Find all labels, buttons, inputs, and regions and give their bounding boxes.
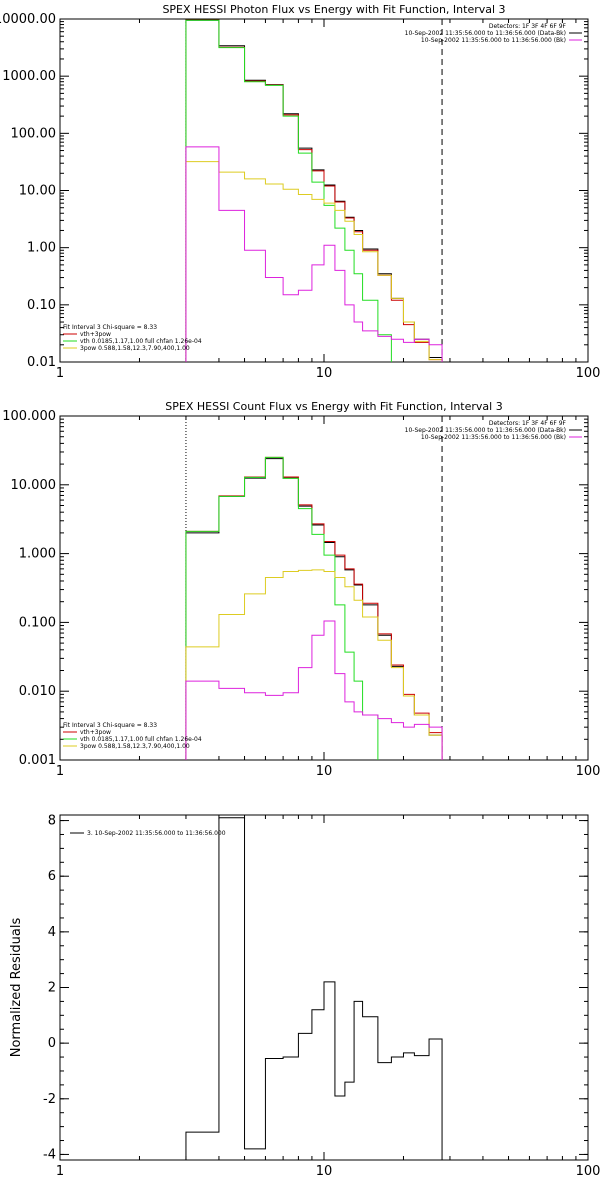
x-tick-label: 1: [56, 366, 64, 381]
y-tick-label: 4: [48, 925, 56, 940]
y-tick-label: 0.001: [19, 753, 56, 768]
series-3pow: [185, 161, 443, 362]
plot-3: 1 10 100 8 6 4 2 0 -2 -4 Normalized Residuals 3. 10…: [9, 814, 600, 1179]
residuals-series: [185, 817, 443, 1160]
y-tick-label: 6: [48, 869, 56, 884]
legend-bottom-left-item: Fit Interval 3 Chi-square = 8.33: [63, 722, 157, 729]
x-tick-label: 10: [316, 1164, 333, 1179]
series-vth: [185, 456, 379, 760]
legend-bottom-left: Fit Interval 3 Chi-square = 8.33vth+3pow…: [63, 722, 202, 750]
y-tick-label: 1000.00: [2, 69, 56, 84]
x-tick-label: 10: [316, 764, 333, 779]
series-3pow: [185, 569, 443, 760]
y-tick-label: 8: [48, 814, 56, 829]
y-tick-label: 10.000: [11, 478, 57, 493]
y-tick-label: 0.100: [19, 615, 56, 630]
x-tick-label: 100: [576, 1164, 600, 1179]
x-tick-label: 10: [316, 366, 333, 381]
legend-bottom-left-item: 3pow 0.588,1.58,12.3,7.90,400,1.00: [80, 743, 190, 750]
chart-title: SPEX HESSI Count Flux vs Energy with Fit…: [165, 400, 502, 413]
legend-bottom-left-item: 3pow 0.588,1.58,12.3,7.90,400,1.00: [80, 345, 190, 352]
legend-bottom-left-item: vth+3pow: [80, 729, 111, 736]
y-tick-label: 0.01: [27, 355, 56, 370]
plot-2: SPEX HESSI Count Flux vs Energy with Fit…: [2, 400, 600, 779]
legend-top-right-item: 10-Sep-2002 11:35:56.000 to 11:36:56.000…: [405, 30, 566, 37]
y-axis-label: Normalized Residuals: [9, 918, 24, 1058]
plot-area: [185, 19, 443, 362]
legend-top-right-item: Detectors: 1F 3F 4F 6F 9F: [489, 23, 567, 30]
series-vth: [185, 19, 392, 362]
y-tick-label: 100.000: [2, 409, 56, 424]
plot-1: SPEX HESSI Photon Flux vs Energy with Fi…: [0, 3, 600, 381]
chart-title: SPEX HESSI Photon Flux vs Energy with Fi…: [162, 3, 505, 16]
y-tick-label: 1.000: [19, 547, 56, 562]
legend-top-left: 3. 10-Sep-2002 11:35:56.000 to 11:36:56.…: [70, 830, 226, 837]
legend-bottom-left: Fit Interval 3 Chi-square = 8.33vth+3pow…: [63, 324, 202, 352]
legend-bottom-left-item: Fit Interval 3 Chi-square = 8.33: [63, 324, 157, 331]
y-tick-label: 0: [48, 1036, 56, 1051]
y-tick-label: -2: [43, 1092, 56, 1107]
series-bk: [185, 146, 443, 362]
legend-top-right-item: 10-Sep-2002 11:35:56.000 to 11:36:56.000…: [421, 37, 566, 44]
legend-top-right-item: 10-Sep-2002 11:35:56.000 to 11:36:56.000…: [421, 434, 566, 441]
y-tick-label: 0.010: [19, 684, 56, 699]
y-tick-label: 10000.00: [0, 12, 56, 27]
legend-top-right-item: 10-Sep-2002 11:35:56.000 to 11:36:56.000…: [405, 427, 566, 434]
y-tick-label: 100.00: [11, 126, 57, 141]
series-data-bk: [185, 19, 443, 362]
y-tick-label: 1.00: [27, 241, 56, 256]
legend-top-right-item: Detectors: 1F 3F 4F 6F 9F: [489, 420, 567, 427]
x-tick-label: 100: [576, 366, 600, 381]
y-tick-label: 2: [48, 981, 56, 996]
plot-frame: [59, 415, 589, 761]
y-tick-label: -4: [43, 1147, 56, 1162]
legend-bottom-left-item: vth 0.0185,1.17,1.00 full chfan 1.26e-04: [80, 736, 202, 743]
x-tick-label: 1: [56, 764, 64, 779]
y-tick-label: 10.00: [19, 184, 56, 199]
plot-area: [185, 817, 443, 1160]
y-tick-label: 0.10: [27, 298, 56, 313]
plot-area: [185, 416, 443, 760]
x-tick-label: 100: [576, 764, 600, 779]
series-bk: [185, 620, 443, 760]
series-vth-3pow: [185, 19, 443, 362]
x-tick-label: 1: [56, 1164, 64, 1179]
legend-top-left-item: 3. 10-Sep-2002 11:35:56.000 to 11:36:56.…: [87, 830, 226, 837]
legend-bottom-left-item: vth+3pow: [80, 331, 111, 338]
legend-bottom-left-item: vth 0.0185,1.17,1.00 full chfan 1.26e-04: [80, 338, 202, 345]
